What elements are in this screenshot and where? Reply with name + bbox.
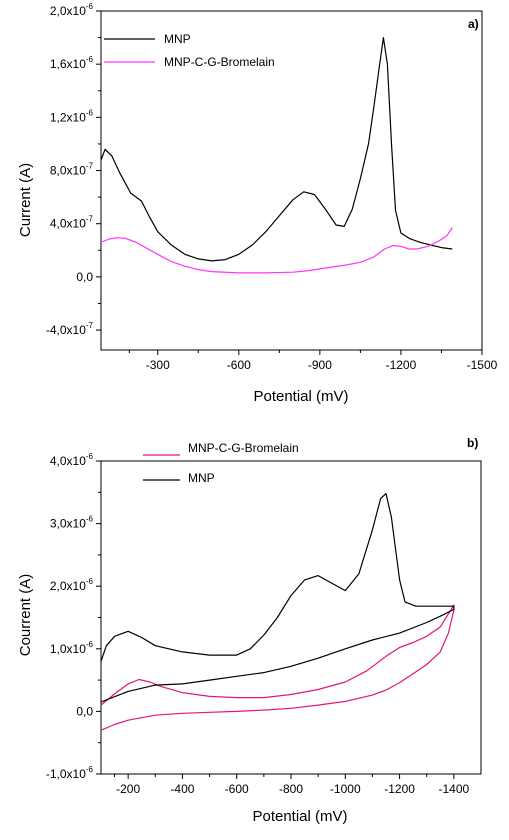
chart-b-y-tick-label: 2,0x10-6	[50, 577, 94, 593]
chart-a-x-tick-label: -300	[146, 358, 170, 372]
chart-b-x-tick-label: -200	[116, 782, 140, 796]
chart-a-y-tick-label: 1,6x10-6	[50, 55, 94, 71]
chart-a-y-tick-label: 8,0x10-7	[50, 162, 94, 178]
chart-a-legend-label-mnp: MNP	[164, 32, 191, 46]
chart-b-y-tick-label: 4,0x10-6	[50, 452, 94, 468]
chart-a-y-tick-label: 4,0x10-7	[50, 215, 94, 231]
chart-a-legend-label-bromelain: MNP-C-G-Bromelain	[164, 55, 275, 69]
chart-b-series-mnp	[100, 493, 455, 703]
chart-a-panel-label: a)	[468, 17, 479, 31]
chart-b-x-tick-label: -400	[170, 782, 194, 796]
chart-b-x-ticks: -200 -400 -600 -800 -1000 -1200 -1400	[114, 774, 470, 796]
chart-b-y-tick-label: -1,0x10-6	[46, 765, 94, 781]
chart-a-y-tick-label: 0,0	[76, 270, 93, 284]
chart-b-x-tick-label: -1000	[330, 782, 361, 796]
chart-a-series-mnp-c-g-bromelain	[100, 227, 453, 274]
chart-a-y-tick-label: 1,2x10-6	[50, 108, 94, 124]
chart-b-series-mnp-c-g-bromelain	[100, 604, 455, 731]
chart-a-legend: MNP MNP-C-G-Bromelain	[104, 32, 275, 69]
chart-b-panel-label: b)	[467, 436, 478, 450]
chart-b-y-tick-label: 1,0x10-6	[50, 640, 94, 656]
chart-a-y-tick-label: 2,0x10-6	[50, 2, 94, 18]
chart-a-y-tick-label: -4,0x10-7	[46, 321, 94, 337]
chart-b-legend-label-bromelain: MNP-C-G-Bromelain	[188, 441, 299, 455]
chart-a-x-tick-label: -1500	[467, 358, 498, 372]
chart-a-x-tick-label: -600	[227, 358, 251, 372]
chart-a-series-mnp	[100, 36, 453, 262]
chart-b-frame	[100, 460, 482, 775]
chart-b-x-tick-label: -1400	[439, 782, 470, 796]
chart-a-series	[100, 36, 453, 274]
chart-a-x-tick-label: -900	[308, 358, 332, 372]
chart-b-legend: MNP-C-G-Bromelain MNP	[143, 441, 299, 485]
chart-a-x-axis-label: Potential (mV)	[253, 388, 348, 405]
chart-b-x-axis-label: Potential (mV)	[252, 808, 347, 825]
chart-b-x-tick-label: -800	[279, 782, 303, 796]
chart-b-x-tick-label: -600	[225, 782, 249, 796]
chart-b-y-tick-label: 3,0x10-6	[50, 515, 94, 531]
chart-a: -300 -600 -900 -1200 -1500 2,0x10-6 1,6x10-6 1…	[17, 2, 498, 405]
chart-b-legend-label-mnp: MNP	[188, 471, 215, 485]
chart-b: -200 -400 -600 -800 -1000 -1200 -1400 4,0x10-6…	[17, 436, 482, 825]
chart-a-y-ticks: 2,0x10-6 1,6x10-6 1,2x10-6 8,0x10-7 4,0x10-7…	[46, 2, 101, 337]
chart-a-frame	[100, 10, 483, 351]
chart-b-series	[100, 493, 455, 731]
chart-b-y-axis-label: Courrent (A)	[17, 574, 34, 657]
chart-b-y-tick-label: 0,0	[76, 704, 93, 718]
chart-b-x-tick-label: -1200	[384, 782, 415, 796]
chart-a-x-ticks: -300 -600 -900 -1200 -1500	[128, 350, 498, 372]
chart-b-y-ticks: 4,0x10-6 3,0x10-6 2,0x10-6 1,0x10-6 0,0 -1,0x…	[46, 452, 101, 781]
chart-a-x-tick-label: -1200	[386, 358, 417, 372]
chart-a-y-axis-label: Current (A)	[17, 163, 34, 237]
